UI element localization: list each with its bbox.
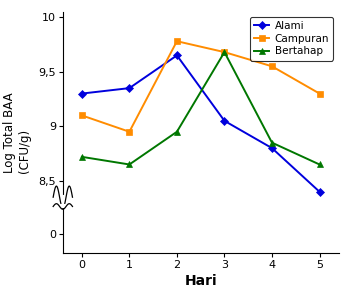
Alami — [222, 119, 227, 123]
Alami — [270, 146, 274, 150]
Bertahap — [175, 130, 179, 133]
Bertahap — [222, 50, 227, 54]
Line: Campuran: Campuran — [79, 38, 322, 135]
Campuran — [222, 50, 227, 54]
Text: Log Total BAA
(CFU/g): Log Total BAA (CFU/g) — [3, 92, 31, 173]
Alami — [175, 54, 179, 57]
Campuran — [175, 39, 179, 43]
Bertahap — [318, 163, 322, 166]
Bertahap — [270, 141, 274, 144]
Campuran — [270, 65, 274, 68]
Line: Bertahap: Bertahap — [79, 49, 322, 168]
X-axis label: Hari: Hari — [184, 274, 217, 288]
Bertahap — [80, 155, 84, 158]
Campuran — [318, 92, 322, 95]
Legend: Alami, Campuran, Bertahap: Alami, Campuran, Bertahap — [250, 17, 333, 61]
Alami — [318, 190, 322, 193]
Bertahap — [127, 163, 132, 166]
Campuran — [127, 130, 132, 133]
Alami — [127, 86, 132, 90]
Line: Alami: Alami — [79, 52, 322, 195]
Campuran — [80, 113, 84, 117]
Alami — [80, 92, 84, 95]
